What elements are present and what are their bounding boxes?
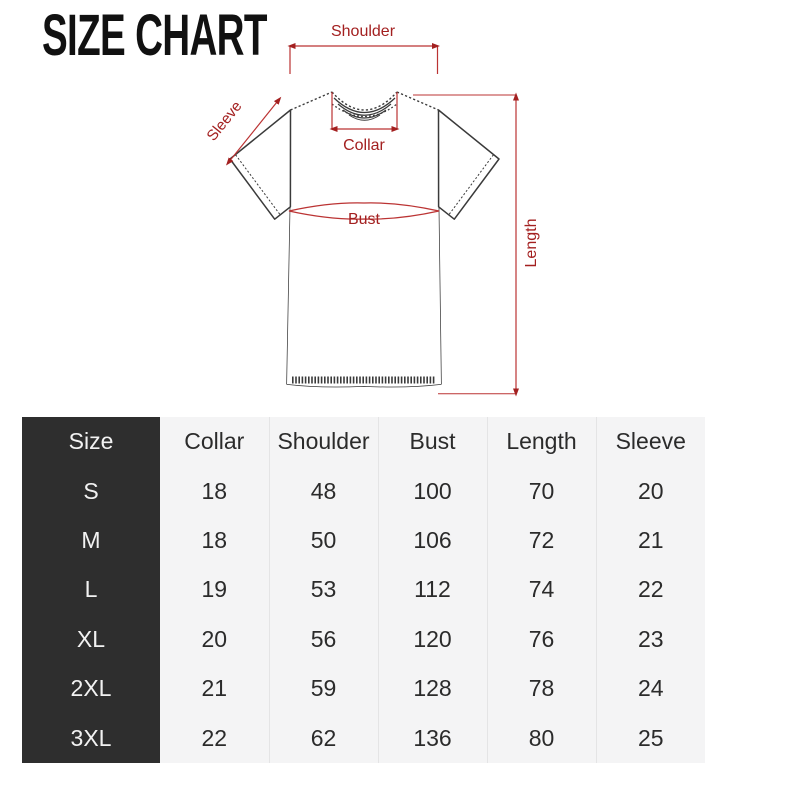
- svg-text:Bust: Bust: [348, 211, 381, 228]
- svg-text:Length: Length: [523, 219, 540, 268]
- svg-text:Collar: Collar: [343, 137, 385, 154]
- svg-text:Shoulder: Shoulder: [331, 23, 396, 40]
- svg-text:Sleeve: Sleeve: [203, 98, 245, 144]
